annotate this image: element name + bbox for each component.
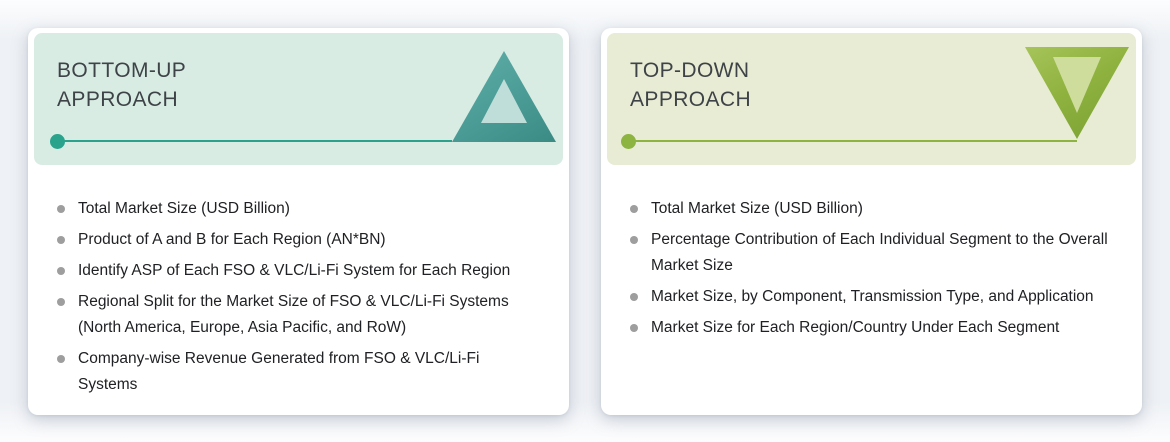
top-down-list: Total Market Size (USD Billion) Percenta… — [630, 196, 1112, 346]
title-line-1: BOTTOM-UP — [57, 59, 187, 82]
bullet-icon — [57, 355, 65, 363]
bottom-up-list: Total Market Size (USD Billion) Product … — [57, 196, 539, 403]
list-item-text: Market Size, by Component, Transmission … — [651, 288, 1094, 305]
bottom-up-panel: BOTTOM-UP APPROACH Total Market Size (US… — [28, 28, 569, 415]
list-item: Company-wise Revenue Generated from FSO … — [57, 346, 539, 398]
title-line-2: APPROACH — [57, 88, 179, 111]
list-item: Market Size, by Component, Transmission … — [630, 284, 1112, 310]
list-item: Total Market Size (USD Billion) — [57, 196, 539, 222]
triangle-down-inner-icon — [1053, 57, 1101, 113]
title-line-1: TOP-DOWN — [630, 59, 750, 82]
accent-underline — [50, 133, 452, 149]
bullet-icon — [630, 324, 638, 332]
list-item: Market Size for Each Region/Country Unde… — [630, 315, 1112, 341]
list-item-text: Total Market Size (USD Billion) — [78, 200, 290, 217]
list-item: Regional Split for the Market Size of FS… — [57, 289, 539, 341]
list-item: Product of A and B for Each Region (AN*B… — [57, 227, 539, 253]
triangle-up-icon — [452, 51, 556, 142]
title-line-2: APPROACH — [630, 88, 752, 111]
list-item-text: Percentage Contribution of Each Individu… — [651, 231, 1108, 274]
bullet-icon — [630, 236, 638, 244]
list-item-text: Company-wise Revenue Generated from FSO … — [78, 350, 480, 393]
bottom-up-header: BOTTOM-UP APPROACH — [34, 33, 563, 165]
bottom-up-title: BOTTOM-UP APPROACH — [57, 56, 186, 114]
triangle-up-inner-icon — [481, 79, 527, 123]
bullet-icon — [57, 298, 65, 306]
bullet-icon — [630, 205, 638, 213]
bullet-icon — [57, 205, 65, 213]
bullet-icon — [57, 267, 65, 275]
list-item-text: Identify ASP of Each FSO & VLC/Li-Fi Sys… — [78, 262, 511, 279]
triangle-down-icon — [1025, 47, 1129, 139]
list-item-text: Product of A and B for Each Region (AN*B… — [78, 231, 386, 248]
top-down-title: TOP-DOWN APPROACH — [630, 56, 751, 114]
list-item: Identify ASP of Each FSO & VLC/Li-Fi Sys… — [57, 258, 539, 284]
top-down-panel: TOP-DOWN APPROACH Total Market Size (USD… — [601, 28, 1142, 415]
bullet-icon — [630, 293, 638, 301]
list-item-text: Total Market Size (USD Billion) — [651, 200, 863, 217]
top-down-header: TOP-DOWN APPROACH — [607, 33, 1136, 165]
list-item: Total Market Size (USD Billion) — [630, 196, 1112, 222]
list-item-text: Market Size for Each Region/Country Unde… — [651, 319, 1060, 336]
bullet-icon — [57, 236, 65, 244]
accent-underline — [621, 133, 1077, 149]
list-item: Percentage Contribution of Each Individu… — [630, 227, 1112, 279]
list-item-text: Regional Split for the Market Size of FS… — [78, 293, 509, 336]
